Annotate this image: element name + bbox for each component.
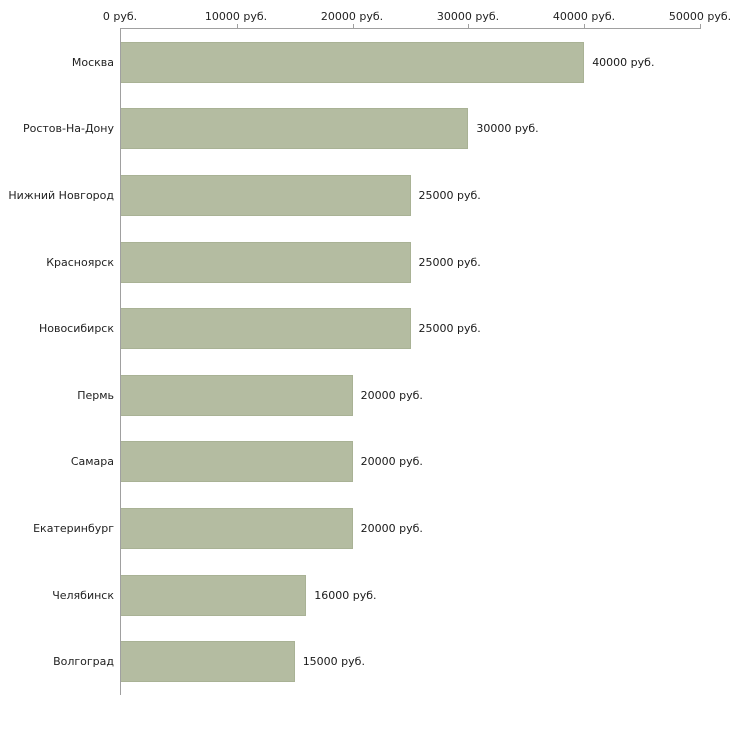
bar-row: Ростов-На-Дону 30000 руб. bbox=[23, 96, 700, 163]
category-label: Пермь bbox=[77, 388, 114, 402]
x-tick-mark bbox=[700, 24, 701, 29]
bar-row: Самара 20000 руб. bbox=[71, 429, 700, 496]
category-label: Челябинск bbox=[52, 588, 114, 602]
value-label: 20000 руб. bbox=[360, 388, 423, 402]
category-label: Волгоград bbox=[53, 655, 114, 669]
bar bbox=[121, 507, 353, 549]
bar bbox=[121, 108, 469, 150]
bar-row: Пермь 20000 руб. bbox=[77, 362, 700, 429]
category-label: Москва bbox=[71, 55, 114, 69]
bar bbox=[121, 641, 295, 683]
plot-area: Москва 40000 руб. Ростов-На-Дону 30000 руб.… bbox=[8, 24, 701, 695]
x-tick-mark bbox=[236, 24, 238, 29]
category-label: Нижний Новгород bbox=[8, 188, 114, 202]
bar-row: Волгоград 15000 руб. bbox=[53, 628, 700, 695]
bar bbox=[121, 174, 411, 216]
bar-row: Екатеринбург 20000 руб. bbox=[33, 495, 700, 562]
bar-rows: Москва 40000 руб. Ростов-На-Дону 30000 руб.… bbox=[8, 29, 700, 695]
value-label: 25000 руб. bbox=[418, 255, 481, 269]
bar bbox=[121, 441, 353, 483]
bar bbox=[121, 374, 353, 416]
bar-row: Новосибирск 25000 руб. bbox=[39, 295, 700, 362]
bar-row: Нижний Новгород 25000 руб. bbox=[8, 162, 700, 229]
value-label: 20000 руб. bbox=[360, 521, 423, 535]
x-tick-label: 40000 руб. bbox=[552, 10, 616, 23]
bar-row: Москва 40000 руб. bbox=[72, 29, 700, 96]
x-tick-mark bbox=[584, 24, 586, 29]
category-label: Ростов-На-Дону bbox=[22, 122, 114, 136]
x-tick-label: 50000 руб. bbox=[668, 10, 730, 23]
category-label: Красноярск bbox=[46, 255, 114, 269]
category-label: Самара bbox=[70, 455, 114, 469]
value-label: 30000 руб. bbox=[476, 122, 539, 136]
value-label: 15000 руб. bbox=[302, 655, 365, 669]
x-tick-label: 30000 руб. bbox=[436, 10, 500, 23]
bar-row: Красноярск 25000 руб. bbox=[46, 229, 700, 296]
category-label: Новосибирск bbox=[38, 322, 114, 336]
value-label: 40000 руб. bbox=[592, 55, 655, 69]
x-axis: 0 руб. 10000 руб. 20000 руб. 30000 руб. 4000… bbox=[103, 0, 730, 26]
value-label: 25000 руб. bbox=[418, 188, 481, 202]
x-tick-mark bbox=[468, 24, 470, 29]
bar-row: Челябинск 16000 руб. bbox=[52, 562, 700, 629]
value-label: 20000 руб. bbox=[360, 455, 423, 469]
value-label: 25000 руб. bbox=[418, 322, 481, 336]
bar bbox=[121, 41, 585, 83]
bar bbox=[121, 574, 307, 616]
bar bbox=[121, 241, 411, 283]
value-label: 16000 руб. bbox=[314, 588, 377, 602]
x-tick-label: 0 руб. bbox=[102, 10, 138, 23]
x-tick-label: 20000 руб. bbox=[320, 10, 384, 23]
bar bbox=[121, 308, 411, 350]
category-label: Екатеринбург bbox=[33, 521, 114, 535]
x-tick-label: 10000 руб. bbox=[204, 10, 268, 23]
x-tick-mark bbox=[352, 24, 354, 29]
